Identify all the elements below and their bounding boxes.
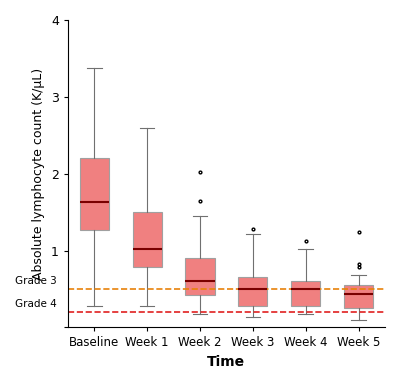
PathPatch shape — [186, 258, 214, 295]
Y-axis label: Absolute lymphocyte count (K/μL): Absolute lymphocyte count (K/μL) — [32, 68, 46, 280]
PathPatch shape — [291, 281, 320, 306]
PathPatch shape — [344, 285, 373, 308]
Text: Grade 3: Grade 3 — [15, 276, 57, 286]
Text: Grade 4: Grade 4 — [15, 299, 57, 309]
PathPatch shape — [133, 212, 162, 268]
PathPatch shape — [238, 278, 267, 306]
PathPatch shape — [80, 158, 109, 230]
X-axis label: Time: Time — [207, 355, 246, 369]
